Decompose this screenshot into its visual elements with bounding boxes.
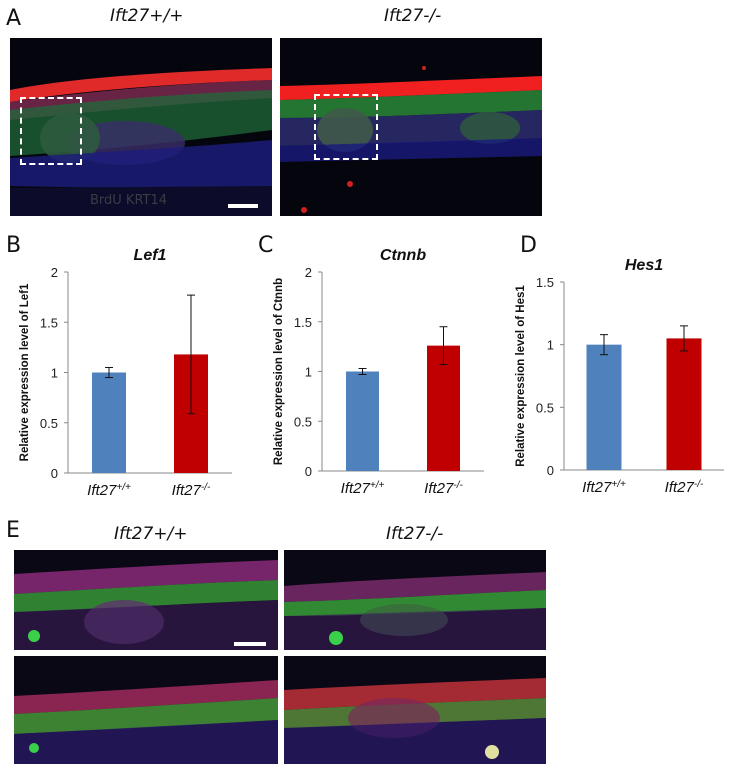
bar	[92, 372, 126, 473]
panel-letter-a: A	[6, 6, 22, 31]
inset-box	[20, 97, 82, 165]
y-tick-label: 1.5	[40, 315, 58, 330]
micrograph-a-wt: BrdU KRT14	[10, 38, 272, 216]
y-tick-label: 1	[305, 365, 312, 380]
genotype-label-ko-a: Ift27-/-	[384, 6, 442, 26]
y-tick-label: 0	[547, 463, 554, 478]
chart-title: Ctnnb	[380, 247, 426, 264]
panel-letter-d: D	[520, 233, 537, 258]
y-tick-label: 1.5	[294, 315, 312, 330]
x-tick-label: Ift27+/+	[582, 479, 626, 497]
chart-title: Hes1	[625, 257, 663, 274]
y-tick-label: 0.5	[536, 400, 554, 415]
bar-chart-hes1: Hes1 Relative expression level of Hes1 0 0.…	[515, 257, 724, 497]
micrograph-e-ko-bottom	[284, 656, 546, 764]
bar-chart-lef1: Lef1 Relative expression level of Lef1 0 0.…	[19, 247, 232, 500]
genotype-label-wt-e: Ift27+/+	[114, 524, 188, 544]
panel-letter-c: C	[258, 233, 274, 258]
stain-caption: BrdU KRT14	[90, 193, 168, 208]
bar	[586, 344, 622, 470]
inset-box	[314, 94, 378, 160]
y-tick-label: 1.5	[536, 275, 554, 290]
x-tick-label: Ift27-/-	[424, 480, 463, 498]
fluorescence-image	[284, 656, 546, 764]
bar	[666, 338, 702, 470]
y-tick-label: 0.5	[294, 414, 312, 429]
y-tick-label: 2	[305, 265, 312, 280]
y-tick-label: 0.5	[40, 416, 58, 431]
genotype-label-ko-e: Ift27-/-	[386, 524, 444, 544]
micrograph-e-wt-bottom	[14, 656, 278, 764]
fluorescence-image	[280, 38, 542, 216]
bar	[427, 345, 460, 471]
y-tick-label: 0	[51, 466, 58, 481]
y-tick-label: 0	[305, 464, 312, 479]
y-tick-label: 1	[547, 338, 554, 353]
bar	[346, 371, 379, 471]
y-axis-label: Relative expression level of Ctnnb	[273, 278, 285, 465]
x-tick-label: Ift27-/-	[665, 479, 704, 497]
micrograph-e-ko-top	[284, 550, 546, 650]
genotype-label-wt-a: Ift27+/+	[110, 6, 184, 26]
scale-bar	[228, 204, 258, 208]
y-tick-label: 2	[51, 265, 58, 280]
y-tick-label: 1	[51, 366, 58, 381]
fluorescence-image	[284, 550, 546, 650]
panel-letter-e: E	[6, 518, 20, 543]
micrograph-e-wt-top	[14, 550, 278, 650]
x-tick-label: Ift27+/+	[341, 480, 385, 498]
y-axis-label: Relative expression level of Hes1	[515, 285, 527, 467]
x-tick-label: Ift27+/+	[87, 482, 131, 500]
x-tick-label: Ift27-/-	[172, 482, 211, 500]
y-axis-label: Relative expression level of Lef1	[19, 283, 31, 461]
micrograph-a-ko	[280, 38, 542, 216]
fluorescence-image	[14, 550, 278, 650]
chart-title: Lef1	[134, 247, 167, 264]
fluorescence-image	[10, 38, 272, 216]
fluorescence-image	[14, 656, 278, 764]
panel-letter-b: B	[6, 233, 22, 258]
scale-bar	[234, 642, 266, 646]
bar-chart-ctnnb: Ctnnb Relative expression level of Ctnnb 0…	[273, 247, 484, 498]
